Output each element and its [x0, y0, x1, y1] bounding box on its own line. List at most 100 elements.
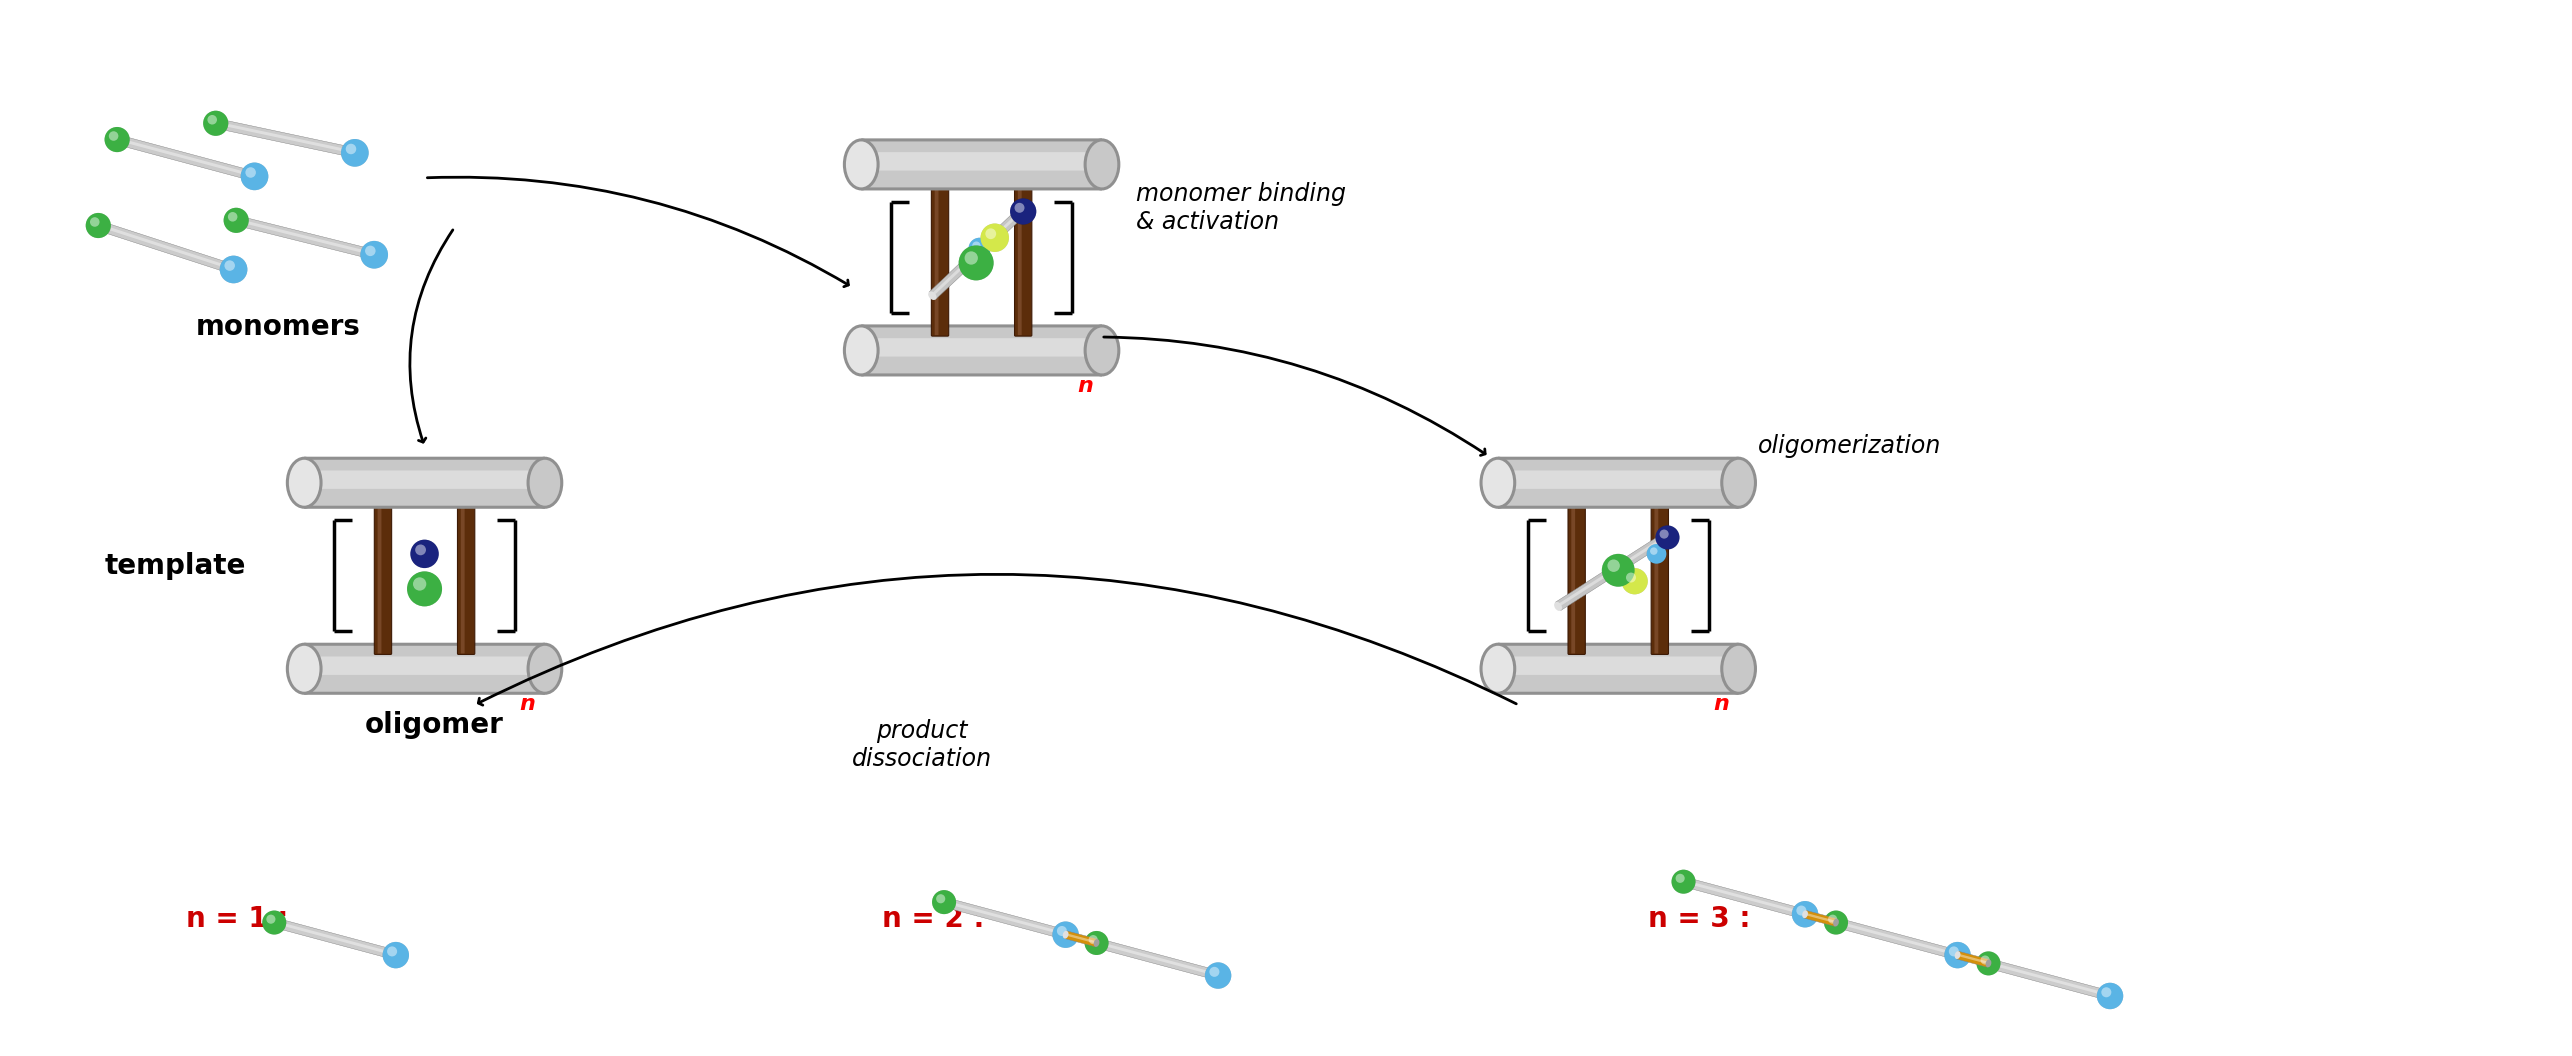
Circle shape [1608, 560, 1620, 572]
FancyBboxPatch shape [1957, 954, 1988, 964]
Circle shape [1659, 529, 1669, 539]
Ellipse shape [530, 646, 561, 692]
Ellipse shape [2106, 992, 2114, 1001]
Ellipse shape [1085, 142, 1116, 187]
Text: n = 3 :: n = 3 : [1649, 905, 1752, 932]
FancyBboxPatch shape [928, 205, 1029, 299]
FancyBboxPatch shape [1065, 934, 1098, 944]
Circle shape [203, 111, 229, 136]
FancyBboxPatch shape [1957, 951, 1991, 967]
Circle shape [365, 246, 376, 257]
Circle shape [85, 213, 111, 238]
Ellipse shape [95, 221, 103, 230]
Ellipse shape [1721, 456, 1757, 509]
FancyBboxPatch shape [303, 459, 545, 506]
FancyBboxPatch shape [1988, 959, 2112, 1001]
Circle shape [1620, 568, 1649, 595]
Circle shape [972, 242, 980, 250]
Circle shape [342, 139, 368, 167]
Circle shape [970, 238, 990, 260]
FancyBboxPatch shape [1096, 941, 1219, 977]
FancyBboxPatch shape [273, 918, 396, 960]
Circle shape [959, 245, 993, 281]
Circle shape [980, 224, 1008, 252]
Circle shape [1793, 901, 1818, 927]
Circle shape [1085, 931, 1109, 955]
Text: oligomerization: oligomerization [1757, 434, 1942, 458]
Text: oligomer: oligomer [365, 711, 504, 739]
FancyBboxPatch shape [116, 135, 255, 182]
FancyBboxPatch shape [934, 180, 939, 335]
Circle shape [414, 545, 427, 555]
Ellipse shape [1214, 970, 1222, 980]
FancyBboxPatch shape [1682, 880, 1806, 916]
FancyBboxPatch shape [98, 221, 234, 275]
Circle shape [1052, 922, 1078, 948]
Circle shape [219, 256, 247, 283]
FancyBboxPatch shape [237, 219, 376, 256]
FancyBboxPatch shape [275, 921, 396, 956]
Ellipse shape [1083, 324, 1121, 377]
Ellipse shape [1479, 643, 1517, 695]
Text: n = 2 :: n = 2 : [882, 905, 985, 932]
Ellipse shape [1721, 643, 1757, 695]
Ellipse shape [1680, 876, 1687, 886]
Circle shape [229, 212, 237, 222]
Text: product
dissociation: product dissociation [851, 719, 993, 771]
Text: template: template [103, 552, 244, 580]
Circle shape [2096, 983, 2124, 1010]
Circle shape [383, 942, 409, 968]
Circle shape [1088, 935, 1098, 944]
FancyBboxPatch shape [303, 643, 545, 695]
Circle shape [360, 241, 388, 268]
Circle shape [1646, 544, 1667, 564]
Circle shape [412, 540, 440, 568]
FancyBboxPatch shape [213, 118, 355, 157]
Circle shape [1204, 962, 1232, 988]
Ellipse shape [288, 459, 319, 506]
Ellipse shape [1021, 204, 1029, 212]
FancyBboxPatch shape [862, 138, 1101, 190]
FancyBboxPatch shape [234, 215, 376, 260]
FancyBboxPatch shape [944, 900, 1067, 936]
Text: n: n [1078, 376, 1093, 396]
FancyBboxPatch shape [1988, 962, 2112, 997]
FancyBboxPatch shape [460, 498, 466, 654]
Text: monomers: monomers [195, 313, 360, 341]
FancyBboxPatch shape [862, 338, 1101, 357]
Circle shape [224, 208, 249, 233]
Ellipse shape [213, 118, 219, 128]
FancyBboxPatch shape [944, 898, 1067, 940]
Circle shape [224, 208, 249, 233]
Ellipse shape [1955, 950, 1960, 960]
Circle shape [985, 228, 995, 239]
FancyBboxPatch shape [98, 224, 234, 270]
Circle shape [970, 238, 990, 260]
Ellipse shape [1093, 939, 1098, 947]
Circle shape [1980, 956, 1991, 964]
Ellipse shape [1062, 930, 1067, 939]
Ellipse shape [1986, 959, 1991, 968]
FancyBboxPatch shape [1497, 456, 1739, 509]
Circle shape [90, 218, 100, 227]
FancyBboxPatch shape [1569, 497, 1584, 655]
Circle shape [1052, 922, 1078, 948]
FancyBboxPatch shape [1803, 910, 1836, 926]
Circle shape [208, 115, 216, 125]
Circle shape [1829, 914, 1836, 924]
Circle shape [219, 256, 247, 283]
Circle shape [1793, 901, 1818, 927]
FancyBboxPatch shape [116, 137, 255, 177]
Circle shape [959, 245, 993, 281]
FancyBboxPatch shape [1834, 918, 1960, 960]
Circle shape [1651, 547, 1656, 554]
Circle shape [267, 914, 275, 924]
Circle shape [1672, 870, 1695, 893]
Ellipse shape [846, 327, 877, 374]
FancyBboxPatch shape [862, 327, 1101, 374]
Circle shape [414, 578, 427, 590]
FancyBboxPatch shape [1806, 912, 1836, 923]
Circle shape [406, 571, 442, 606]
FancyBboxPatch shape [1651, 497, 1669, 655]
FancyBboxPatch shape [378, 498, 381, 654]
